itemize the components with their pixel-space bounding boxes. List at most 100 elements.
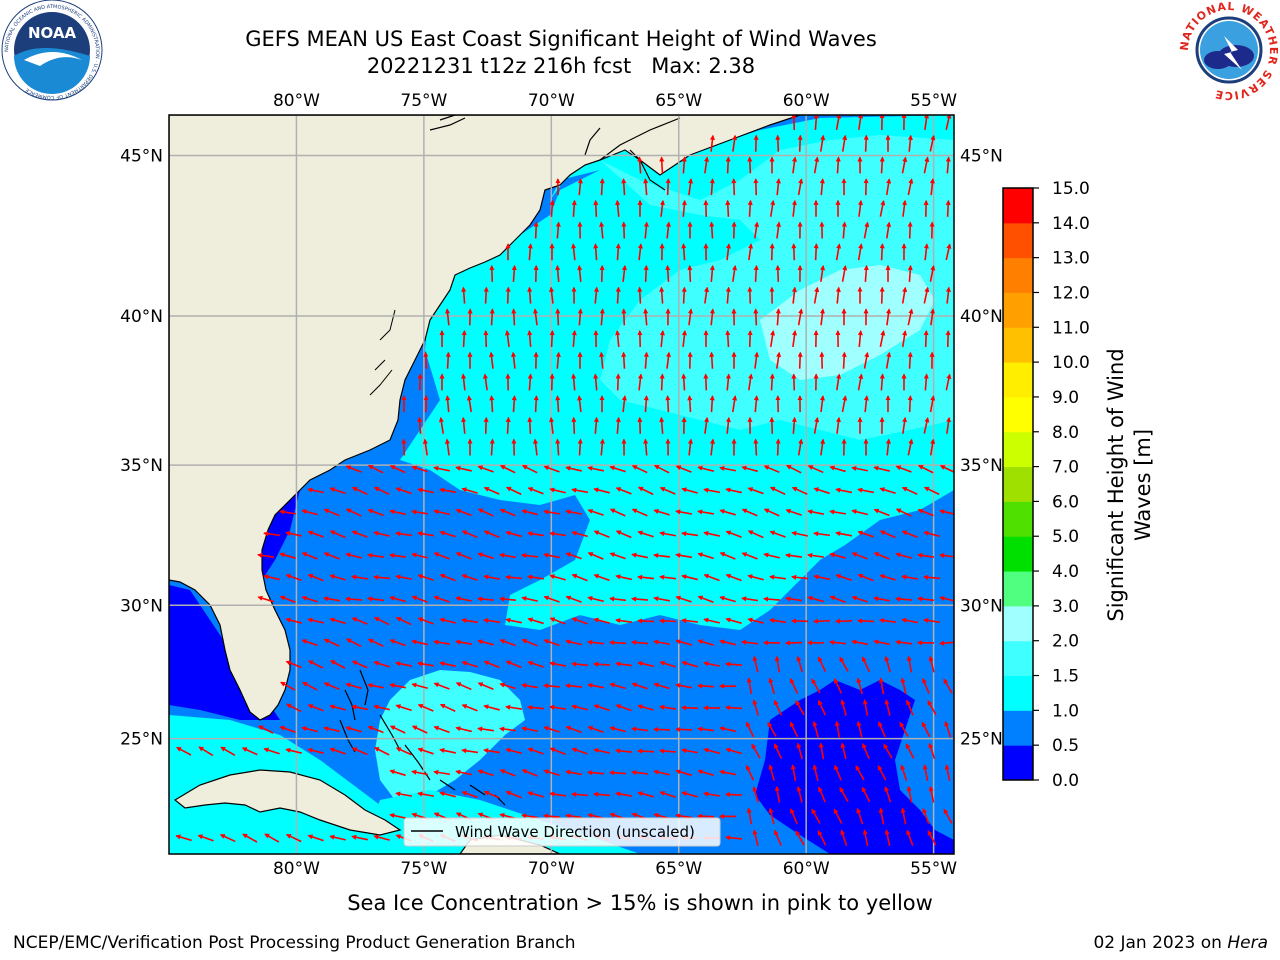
wave-arrow [675, 813, 693, 819]
wave-arrow [565, 639, 582, 646]
lon-tick-label-top: 70°W [528, 91, 575, 111]
map-plot-area [169, 115, 954, 854]
wave-arrow [307, 704, 324, 712]
colorbar-segment [1003, 431, 1033, 468]
wave-arrow [345, 465, 362, 473]
wave-arrow [417, 661, 435, 667]
wave-arrow [527, 617, 544, 625]
wave-arrow [813, 156, 820, 174]
wave-arrow [439, 617, 456, 624]
wave-arrow [279, 725, 296, 734]
wave-arrow [323, 638, 340, 647]
date-text: 02 Jan 2023 on Hera [1093, 933, 1268, 953]
wave-arrow [351, 574, 369, 580]
wave-arrow [747, 487, 764, 495]
lat-tick-label-left: 30°N [120, 596, 163, 616]
wave-arrow [499, 596, 517, 602]
wave-arrow [329, 617, 346, 625]
wave-arrow [455, 596, 472, 602]
wave-arrow [565, 465, 582, 472]
wave-arrow [791, 416, 797, 434]
wave-arrow [697, 595, 714, 603]
wave-arrow [835, 243, 842, 261]
wave-arrow [477, 682, 494, 690]
wave-arrow [549, 704, 567, 710]
wave-arrow [697, 509, 715, 515]
wave-arrow [945, 243, 952, 261]
wave-arrow [439, 661, 456, 667]
wave-arrow [461, 748, 479, 754]
wave-arrow [785, 508, 802, 516]
wave-arrow [455, 552, 472, 560]
colorbar-label-line2: Waves [m] [1131, 429, 1155, 541]
wave-arrow [499, 682, 516, 690]
wave-arrow [455, 726, 472, 733]
wave-arrow [665, 395, 671, 413]
wave-arrow [745, 721, 755, 738]
wave-arrow [351, 747, 368, 756]
wave-arrow [841, 351, 847, 369]
noaa-logo-text: NOAA [28, 24, 77, 42]
wave-arrow [615, 286, 621, 304]
wave-arrow [797, 134, 803, 152]
wave-arrow [829, 595, 846, 603]
wave-arrow [775, 264, 781, 282]
wave-arrow [681, 243, 687, 261]
wave-arrow [703, 487, 721, 494]
wave-arrow [571, 704, 588, 711]
wave-arrow [608, 770, 627, 776]
wave-arrow [681, 574, 698, 581]
wave-arrow [681, 373, 687, 391]
wave-arrow [527, 531, 545, 537]
lat-tick-label-right: 40°N [960, 307, 1003, 327]
wave-arrow [906, 699, 914, 716]
wave-arrow [753, 395, 759, 413]
wave-arrow [593, 704, 610, 712]
colorbar-tick-label: 8.0 [1052, 423, 1079, 443]
wave-arrow [917, 508, 934, 517]
wave-arrow [833, 808, 843, 824]
wave-arrow [329, 747, 346, 755]
wave-arrow [928, 785, 935, 803]
wave-arrow [879, 618, 897, 624]
wave-arrow [704, 156, 710, 174]
wave-arrow [674, 726, 693, 732]
noaa-logo: NOAA NATIONAL OCEANIC AND ATMOSPHERIC AD… [1, 0, 103, 101]
wave-arrow [279, 595, 296, 603]
sea-ice-note: Sea Ice Concentration > 15% is shown in … [347, 891, 933, 915]
wave-arrow [549, 531, 567, 537]
wave-arrow [395, 747, 412, 756]
wave-arrow [543, 465, 560, 473]
wave-arrow [819, 178, 825, 196]
wave-arrow [747, 574, 764, 581]
wave-arrow [593, 661, 611, 667]
wave-arrow [532, 308, 539, 326]
wave-arrow [945, 156, 951, 174]
wave-arrow [753, 438, 759, 456]
wave-arrow [527, 243, 533, 261]
wave-arrow [681, 791, 698, 798]
wave-arrow [439, 748, 456, 754]
wave-arrow [879, 156, 885, 174]
wave-arrow [725, 156, 731, 174]
wave-arrow [571, 416, 577, 434]
wave-arrow [659, 531, 677, 537]
lat-tick-label-right: 25°N [960, 730, 1003, 750]
wave-arrow [533, 395, 539, 413]
wave-arrow [505, 486, 522, 496]
wave-arrow [768, 764, 775, 781]
wave-arrow [687, 178, 694, 196]
wave-arrow [631, 465, 648, 474]
wave-arrow [461, 617, 479, 624]
lon-tick-label-bottom: 80°W [273, 859, 320, 879]
wave-arrow [791, 156, 798, 174]
wave-arrow [631, 552, 649, 559]
wave-arrow [533, 221, 539, 239]
wave-arrow [499, 639, 516, 647]
colorbar-segment [1003, 675, 1033, 711]
wave-arrow [351, 617, 368, 625]
lon-tick-label-bottom: 55°W [910, 859, 957, 879]
wave-arrow [257, 725, 274, 734]
wave-arrow [856, 677, 863, 695]
wave-arrow [285, 531, 302, 537]
